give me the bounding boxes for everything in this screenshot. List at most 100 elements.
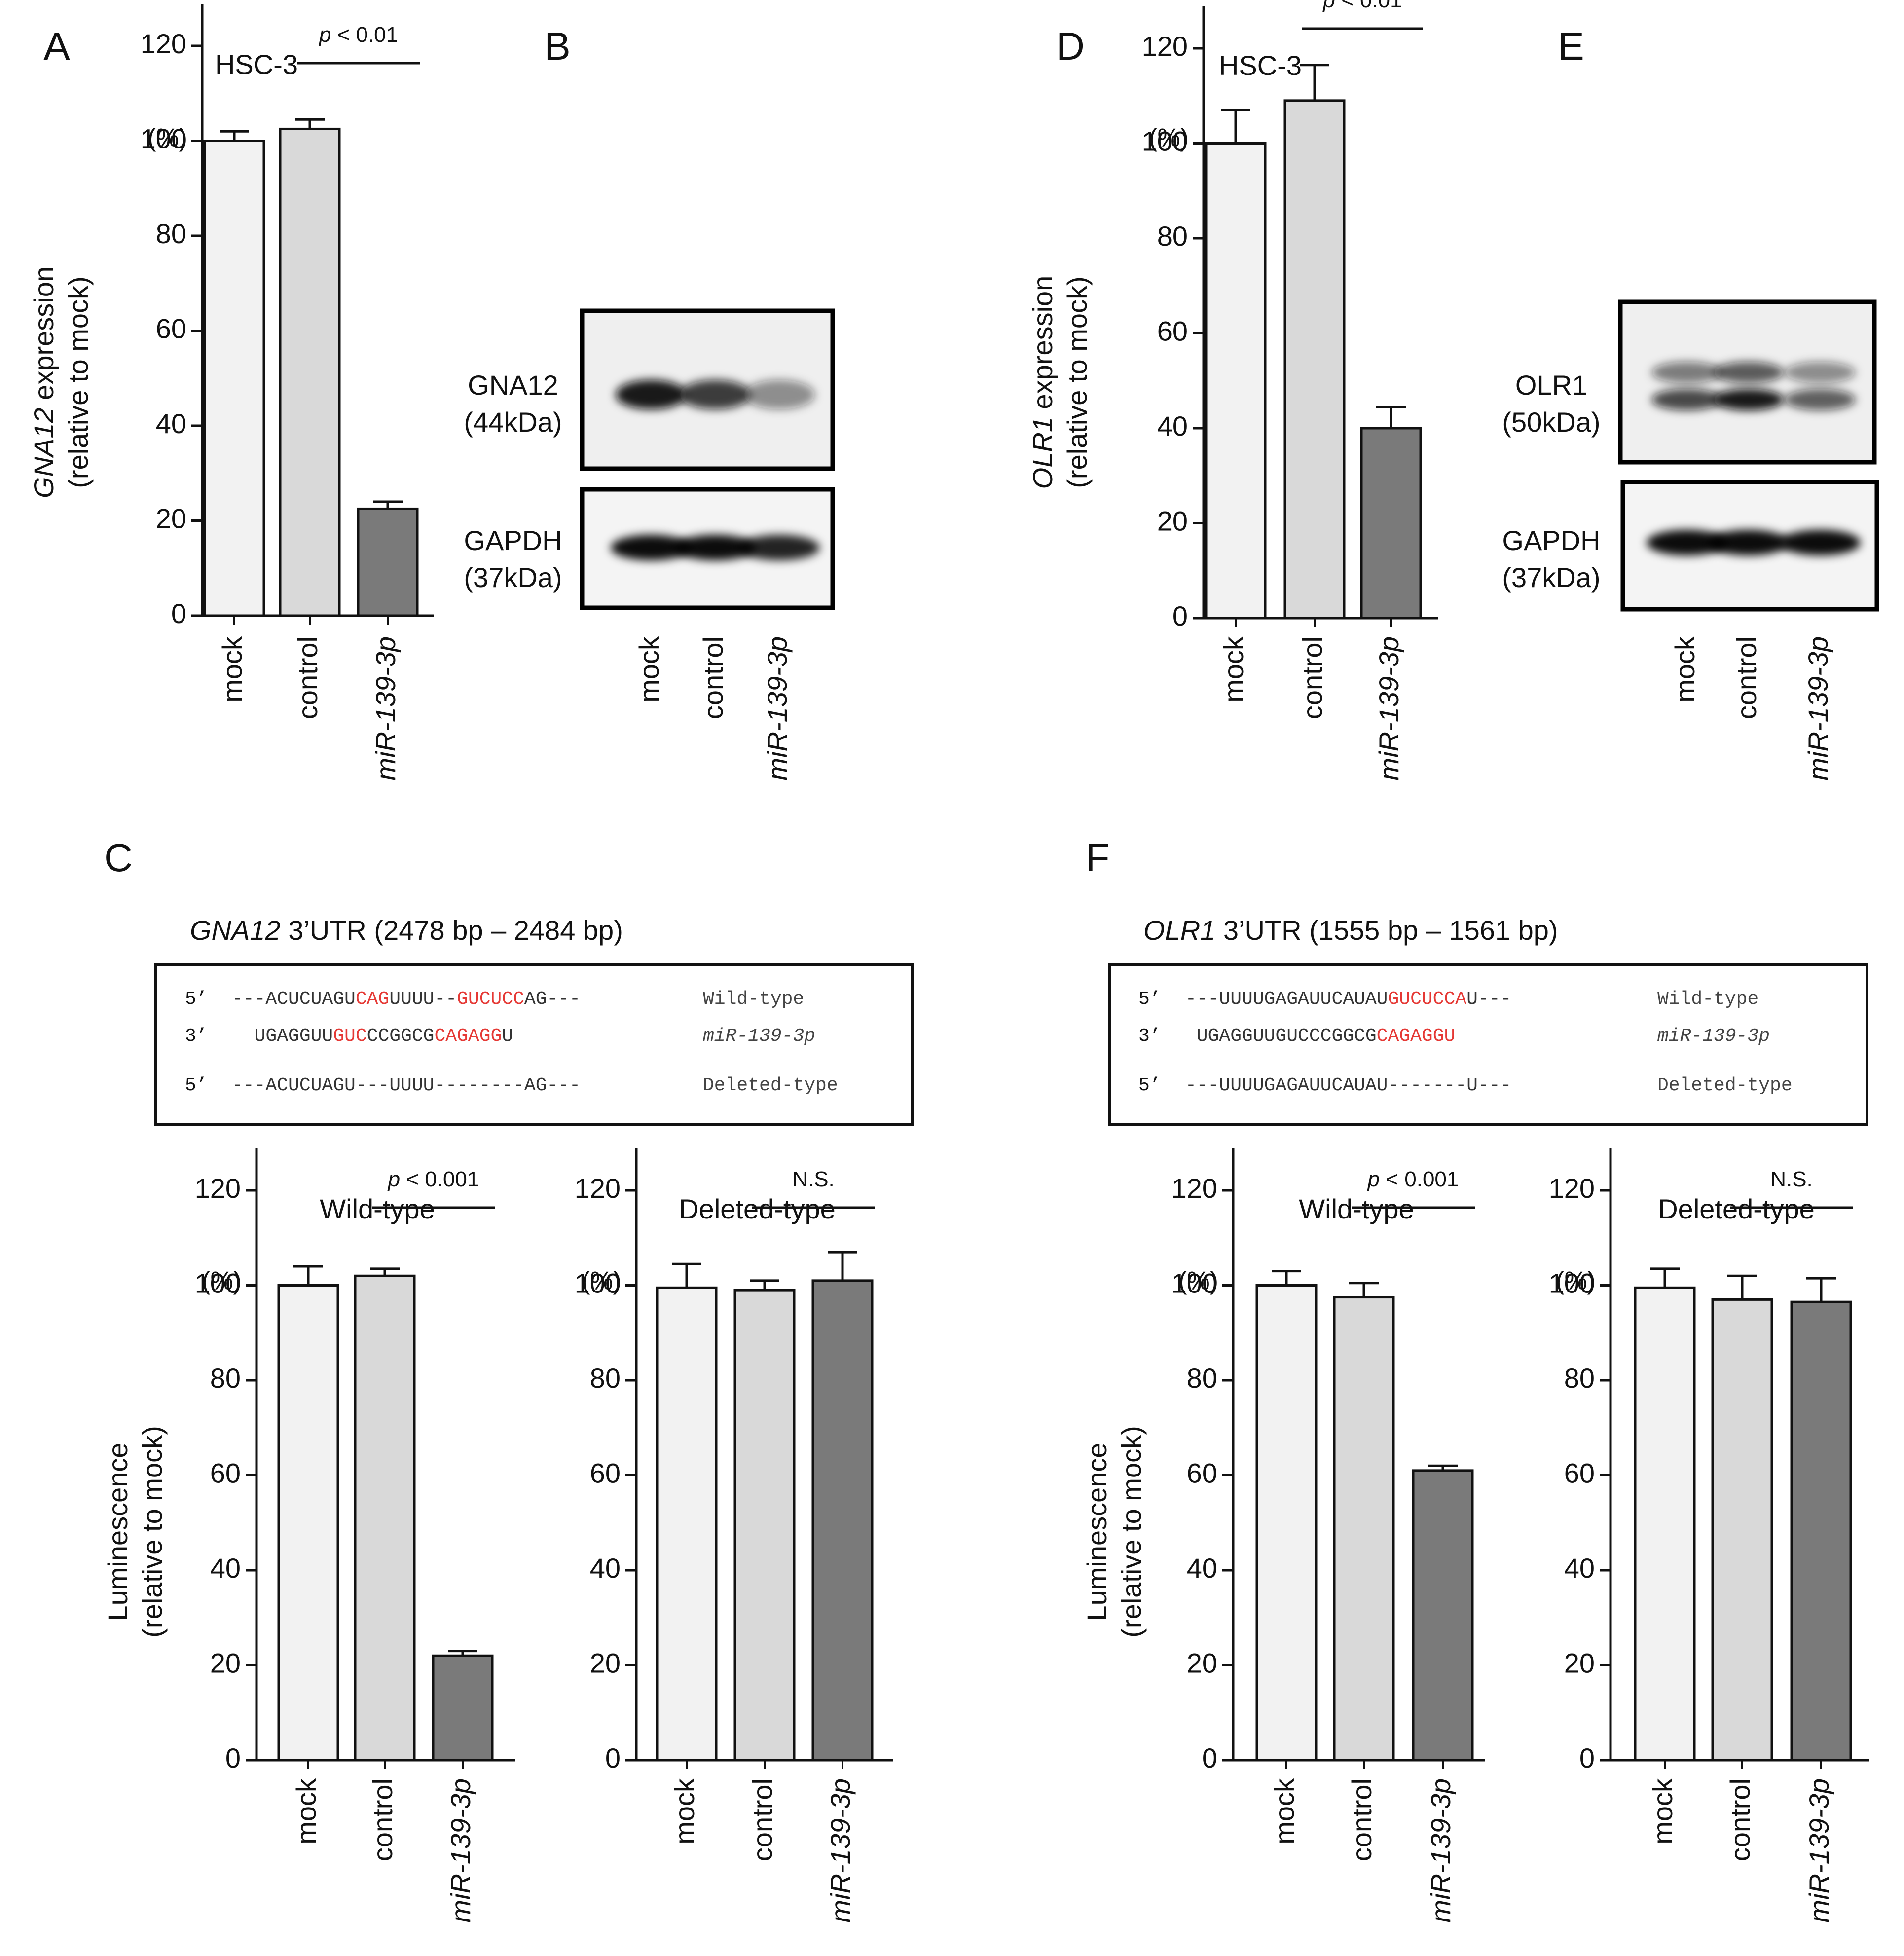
- y-tick-label: 80: [156, 218, 186, 249]
- cell-line-title: HSC-3: [1219, 50, 1302, 81]
- y-tick-label: 100: [575, 1267, 621, 1298]
- sequence-segment: ---ACUCUAGU: [232, 989, 356, 1010]
- significance-label: p < 0.01: [318, 23, 398, 47]
- significance-text: < 0.01: [1335, 0, 1402, 12]
- y-unit-label: (%): [582, 1267, 622, 1295]
- seed-match-segment: CAGAGGU: [1377, 1026, 1456, 1047]
- x-category-label: mock: [1218, 636, 1249, 702]
- y-tick-label: 80: [1187, 1363, 1217, 1394]
- bar-control: [354, 1274, 416, 1762]
- x-category-label: control: [1297, 636, 1328, 719]
- utr-panel-c: GNA12 3’UTR (2478 bp – 2484 bp) 5’ ---ACUC…: [154, 915, 914, 1126]
- y-tick-label: 80: [590, 1363, 621, 1394]
- sequence-segment: ---ACUCUAGU---UUUU--------AG---: [232, 1075, 581, 1096]
- y-tick-label: 60: [1187, 1457, 1217, 1488]
- gene-name: OLR1: [1027, 417, 1058, 489]
- y-tick-label: 40: [590, 1552, 621, 1584]
- prime-end-label: 3’: [1138, 1026, 1161, 1047]
- y-unit-label: (%): [1178, 1267, 1218, 1295]
- protein-band: [1713, 389, 1784, 410]
- x-category-label: mock: [1647, 1778, 1678, 1845]
- panel-letter-b: B: [544, 24, 570, 68]
- utr-heading: OLR1 3’UTR (1555 bp – 1561 bp): [1143, 915, 1558, 946]
- significance-label: N.S.: [1770, 1167, 1813, 1191]
- x-category-label: miR-139-3p: [825, 1778, 856, 1923]
- y-tick-label: 40: [156, 408, 186, 439]
- utr-range: 3’UTR (2478 bp – 2484 bp): [281, 915, 623, 946]
- y-tick-label: 80: [210, 1363, 241, 1394]
- significance-label: p < 0.01: [1322, 0, 1402, 12]
- bar-mock: [1205, 142, 1267, 620]
- significance-text: N.S.: [1770, 1167, 1813, 1191]
- loading-band: [739, 535, 820, 560]
- sequence-segment: U: [502, 1026, 513, 1047]
- bar-mock: [656, 1286, 718, 1762]
- y-tick-label: 40: [210, 1552, 241, 1584]
- sequence-segment: AG---: [524, 989, 581, 1010]
- bar-mir-139-3p: [432, 1654, 494, 1762]
- x-category-label: mock: [291, 1778, 322, 1845]
- seed-match-segment: CAG: [356, 989, 389, 1010]
- loading-band: [1780, 530, 1861, 555]
- sequence-segment: CCGGCG: [367, 1026, 435, 1047]
- blot-lane-label: miR-139-3p: [762, 636, 793, 781]
- western-blot-e: OLR1 (50kDa) GAPDH (37kDa) mock control miR-13…: [1502, 299, 1879, 781]
- ylabel-rest: expression: [28, 266, 59, 407]
- panel-letter-a: A: [43, 24, 70, 68]
- x-category-label: control: [292, 636, 323, 719]
- y-tick-label: 120: [1172, 1173, 1217, 1204]
- significance-text: < 0.001: [400, 1167, 479, 1191]
- panel-letter-d: D: [1056, 24, 1085, 68]
- y-tick-label: 0: [1172, 600, 1188, 631]
- bar-chart-d: HSC-3 (%) 0 20 40 60 80 100 120 mock control miR-13…: [1027, 0, 1438, 781]
- x-category-label: mock: [217, 636, 248, 702]
- y-axis-subtitle: (relative to mock): [1116, 1426, 1147, 1637]
- blot-lane-label: control: [1731, 636, 1762, 719]
- y-tick-label: 20: [156, 503, 186, 534]
- y-tick-label: 20: [1157, 505, 1188, 536]
- blot-lane-label: control: [697, 636, 729, 719]
- y-axis-title: Luminescence: [102, 1442, 133, 1621]
- x-category-label: control: [1346, 1778, 1377, 1861]
- x-category-label: control: [747, 1778, 778, 1861]
- significance-text: N.S.: [792, 1167, 835, 1191]
- sequence-box: [154, 963, 914, 1126]
- blot-loading-label: GAPDH: [1502, 525, 1600, 556]
- sequence-type-label: Wild-type: [703, 989, 804, 1010]
- loading-band: [1708, 530, 1789, 555]
- gene-name: OLR1: [1143, 915, 1215, 946]
- sequence-type-label: miR-139-3p: [1657, 1026, 1770, 1047]
- sequence-row: ---UUUUGAGAUUCAUAU-------U---: [1185, 1075, 1511, 1096]
- blot-loading-kda: (37kDa): [464, 562, 562, 593]
- significance-label: p < 0.001: [387, 1167, 479, 1191]
- y-tick-label: 120: [1142, 31, 1188, 62]
- y-unit-label: (%): [1149, 124, 1189, 152]
- prime-end-label: 5’: [185, 1075, 208, 1096]
- seed-match-segment: CAGAGG: [434, 1026, 502, 1047]
- blot-lane-label: miR-139-3p: [1802, 636, 1833, 781]
- bar-control: [1283, 99, 1346, 620]
- y-tick-label: 20: [1187, 1647, 1217, 1678]
- bar-mir-139-3p: [1412, 1469, 1474, 1762]
- y-tick-label: 20: [590, 1647, 621, 1678]
- y-axis-title: OLR1 expression: [1027, 276, 1058, 489]
- blot-lane-label: mock: [1669, 636, 1700, 702]
- protein-band: [616, 380, 687, 409]
- sequence-type-label: Wild-type: [1657, 989, 1758, 1010]
- utr-range: 3’UTR (1555 bp – 1561 bp): [1215, 915, 1558, 946]
- y-tick-label: 60: [156, 313, 186, 344]
- cell-line-title: HSC-3: [215, 49, 298, 80]
- blot-target-label: OLR1: [1515, 369, 1587, 401]
- p-symbol: p: [387, 1167, 400, 1191]
- utr-heading: GNA12 3’UTR (2478 bp – 2484 bp): [190, 915, 623, 946]
- y-tick-label: 120: [141, 28, 186, 59]
- y-tick-label: 60: [1157, 315, 1188, 346]
- blot-target-kda: (44kDa): [464, 406, 562, 438]
- y-tick-label: 60: [210, 1457, 241, 1488]
- sequence-segment: UUUU--: [389, 989, 457, 1010]
- sequence-row: ---UUUUGAGAUUCAUAUGUCUCCAU---: [1185, 989, 1511, 1010]
- protein-band: [744, 380, 815, 409]
